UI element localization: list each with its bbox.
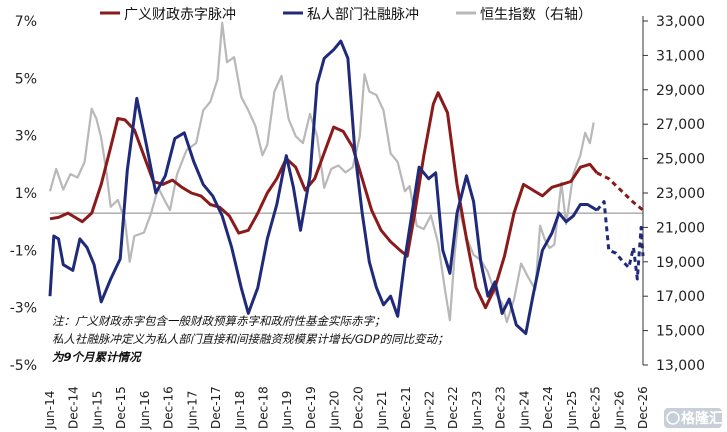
x-tick-group: Jun-14 — [43, 391, 57, 430]
x-tick-group: Dec-26 — [636, 386, 650, 429]
x-tick-group: Jun-26 — [612, 391, 626, 430]
x-tick-label: Dec-24 — [541, 386, 555, 429]
legend: 广义财政赤字脉冲 私人部门社融脉冲 恒生指数（右轴） — [100, 7, 592, 23]
x-tick-group: Jun-20 — [328, 391, 342, 430]
x-tick-label: Jun-14 — [43, 391, 57, 430]
x-tick-group: Dec-18 — [256, 386, 270, 429]
x-tick-label: Dec-26 — [636, 386, 650, 429]
y-left-tick-label: 3% — [15, 129, 37, 145]
x-tick-label: Jun-25 — [565, 391, 579, 430]
x-tick-label: Jun-19 — [280, 391, 294, 430]
x-tick-group: Dec-24 — [541, 386, 555, 429]
x-tick-label: Jun-20 — [328, 391, 342, 430]
x-tick-label: Dec-22 — [446, 386, 460, 429]
x-tick-group: Jun-15 — [90, 391, 104, 430]
x-tick-group: Dec-22 — [446, 386, 460, 429]
y-right-tick-label: 21,000 — [656, 220, 705, 236]
x-tick-group: Dec-25 — [589, 386, 603, 429]
y-left-tick-label: -5% — [10, 358, 37, 374]
x-tick-label: Dec-16 — [162, 386, 176, 429]
credit-pulse-line-forecast — [595, 200, 645, 281]
x-tick-group: Jun-18 — [233, 391, 247, 430]
axis-layer: 7% 5% 3% 1% -1% -3% -5% 33,000 31,000 29,000 27,00… — [10, 14, 705, 430]
x-tick-label: Dec-25 — [589, 386, 603, 429]
legend-label: 广义财政赤字脉冲 — [124, 7, 236, 23]
hsi-line — [48, 21, 595, 324]
legend-label: 私人部门社融脉冲 — [307, 7, 419, 23]
credit-pulse-line — [48, 39, 598, 335]
y-right-tick-label: 29,000 — [656, 83, 705, 99]
footnote-line: 为9个月累计情况 — [52, 350, 142, 364]
x-tick-group: Jun-17 — [185, 391, 199, 430]
footnote: 注：广义财政赤字包含一般财政预算赤字和政府性基金实际赤字； 私人社融脉冲定义为私人… — [52, 314, 449, 364]
legend-label: 恒生指数（右轴） — [480, 7, 592, 23]
watermark-badge — [664, 408, 722, 428]
x-tick-group: Dec-14 — [67, 386, 81, 429]
y-right-tick-label: 27,000 — [656, 117, 705, 133]
y-right-tick-label: 31,000 — [656, 48, 705, 64]
y-left-tick-label: 1% — [15, 186, 37, 202]
watermark-text: 格隆汇 — [681, 410, 723, 427]
y-right-tick-label: 19,000 — [656, 255, 705, 271]
x-tick-label: Jun-18 — [233, 391, 247, 430]
x-tick-group: Dec-23 — [494, 386, 508, 429]
y-left-tick-label: -3% — [10, 301, 37, 317]
y-right-tick-label: 13,000 — [656, 358, 705, 374]
y-right-tick-label: 33,000 — [656, 14, 705, 30]
x-tick-group: Jun-21 — [375, 391, 389, 430]
x-tick-group: Dec-15 — [114, 386, 128, 429]
y-left-tick-label: -1% — [10, 243, 37, 259]
x-tick-group: Jun-19 — [280, 391, 294, 430]
x-tick-group: Dec-16 — [162, 386, 176, 429]
y-left-tick-label: 5% — [15, 71, 37, 87]
x-tick-group: Dec-20 — [351, 386, 365, 429]
y-right-tick-label: 17,000 — [656, 289, 705, 305]
x-tick-label: Dec-17 — [209, 386, 223, 429]
series-layer — [48, 21, 645, 335]
x-tick-group: Jun-24 — [517, 391, 531, 430]
x-tick-label: Dec-21 — [399, 386, 413, 429]
watermark-logo-icon — [666, 411, 680, 425]
x-tick-label: Jun-21 — [375, 391, 389, 430]
y-right-tick-label: 25,000 — [656, 152, 705, 168]
x-tick-group: Dec-17 — [209, 386, 223, 429]
x-tick-label: Dec-20 — [351, 386, 365, 429]
x-tick-label: Jun-17 — [185, 391, 199, 430]
footnote-line: 私人社融脉冲定义为私人部门直接和间接融资规模累计增长/GDP的同比变动； — [52, 332, 449, 346]
x-tick-group: Jun-16 — [138, 391, 152, 430]
x-tick-label: Jun-15 — [90, 391, 104, 430]
x-tick-label: Dec-23 — [494, 386, 508, 429]
x-tick-group: Dec-19 — [304, 386, 318, 429]
footnote-line: 注：广义财政赤字包含一般财政预算赤字和政府性基金实际赤字； — [52, 314, 386, 328]
y-right-tick-label: 23,000 — [656, 186, 705, 202]
x-tick-label: Dec-14 — [67, 386, 81, 429]
watermark: 格隆汇 — [664, 408, 723, 428]
x-tick-group: Jun-22 — [423, 391, 437, 430]
y-left-tick-label: 7% — [15, 14, 37, 30]
x-tick-label: Jun-22 — [423, 391, 437, 430]
x-tick-label: Jun-23 — [470, 391, 484, 430]
x-tick-group: Jun-23 — [470, 391, 484, 430]
x-tick-label: Jun-24 — [517, 391, 531, 430]
x-tick-label: Dec-19 — [304, 386, 318, 429]
x-tick-label: Dec-18 — [256, 386, 270, 429]
x-tick-group: Jun-25 — [565, 391, 579, 430]
fiscal-pulse-line — [49, 91, 599, 310]
fiscal-pulse-line-forecast — [596, 171, 644, 212]
x-tick-label: Dec-15 — [114, 386, 128, 429]
x-tick-group: Dec-21 — [399, 386, 413, 429]
y-right-tick-label: 15,000 — [656, 324, 705, 340]
x-tick-label: Jun-16 — [138, 391, 152, 430]
x-tick-label: Jun-26 — [612, 391, 626, 430]
